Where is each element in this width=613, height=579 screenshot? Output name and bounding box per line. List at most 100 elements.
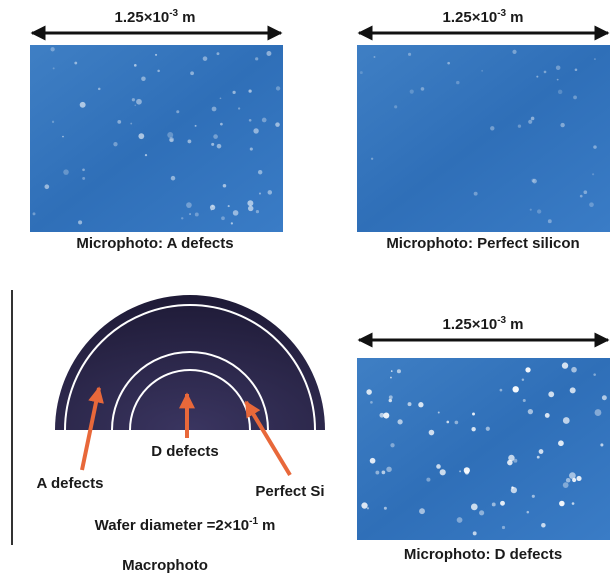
speck xyxy=(446,421,449,424)
speck xyxy=(556,65,561,70)
speck xyxy=(558,440,564,446)
speck xyxy=(238,107,240,109)
speck xyxy=(490,126,494,130)
speck xyxy=(249,119,252,122)
speck xyxy=(421,87,425,91)
region-label: Perfect Si xyxy=(255,483,324,500)
speck xyxy=(426,478,430,482)
speck xyxy=(268,190,273,195)
caption: Microphoto: D defects xyxy=(404,546,562,563)
speck xyxy=(512,50,516,54)
wafer-diameter: Wafer diameter =2×10-1m xyxy=(95,516,276,534)
speck xyxy=(527,511,530,514)
speck xyxy=(389,399,392,402)
speck xyxy=(513,459,517,463)
speck xyxy=(436,464,441,469)
speck xyxy=(167,132,173,138)
speck xyxy=(438,411,440,413)
speck xyxy=(600,443,603,446)
speck xyxy=(82,168,85,171)
speck xyxy=(572,502,575,505)
speck xyxy=(594,58,596,60)
speck xyxy=(502,526,505,529)
speck xyxy=(523,399,526,402)
speck xyxy=(512,386,518,392)
speck xyxy=(132,98,135,101)
speck xyxy=(455,421,459,425)
speck xyxy=(532,495,535,498)
speck xyxy=(492,503,496,507)
speck xyxy=(171,176,176,181)
speck xyxy=(548,391,554,397)
speck xyxy=(117,120,121,124)
speck xyxy=(390,443,394,447)
speck xyxy=(486,427,490,431)
speck xyxy=(429,430,435,436)
speck xyxy=(138,133,144,139)
speck xyxy=(74,62,77,65)
speck xyxy=(370,458,376,464)
speck xyxy=(223,184,227,188)
speck xyxy=(474,192,478,196)
speck xyxy=(562,362,568,368)
speck xyxy=(539,449,544,454)
speck xyxy=(531,117,535,121)
speck xyxy=(511,486,513,488)
speck xyxy=(548,219,552,223)
speck xyxy=(602,395,607,400)
speck xyxy=(570,387,576,393)
speck xyxy=(275,122,280,127)
speck xyxy=(80,102,86,108)
speck xyxy=(253,128,258,133)
microphoto xyxy=(357,45,610,232)
speck xyxy=(545,413,550,418)
speck xyxy=(188,139,192,143)
speck xyxy=(255,57,258,60)
speck xyxy=(384,507,387,510)
speck xyxy=(136,99,142,105)
speck xyxy=(213,134,218,139)
speck xyxy=(217,52,220,55)
speck xyxy=(518,125,521,128)
speck xyxy=(195,125,197,127)
speck xyxy=(62,136,64,138)
speck xyxy=(189,213,191,215)
speck xyxy=(262,118,267,123)
speck xyxy=(186,202,192,208)
speck xyxy=(473,531,477,535)
speck xyxy=(592,173,594,175)
speck xyxy=(360,71,363,74)
speck xyxy=(464,467,470,473)
speck xyxy=(531,179,535,183)
panel-perfect-silicon: 1.25×10-3m Microphoto: Perfect silicon xyxy=(357,8,610,252)
speck xyxy=(176,110,179,113)
caption: Microphoto: Perfect silicon xyxy=(386,235,579,252)
speck xyxy=(500,501,505,506)
speck xyxy=(583,190,587,194)
region-label: A defects xyxy=(37,475,104,492)
speck xyxy=(382,471,386,475)
speck xyxy=(276,86,280,90)
speck xyxy=(181,217,183,219)
speck xyxy=(589,202,594,207)
speck xyxy=(389,395,393,399)
speck xyxy=(211,143,214,146)
speck xyxy=(397,369,401,373)
speck xyxy=(397,419,402,424)
speck xyxy=(145,154,147,156)
panel-macrophoto: A defects D defects Perfect Si Wafer dia… xyxy=(12,290,325,574)
speck xyxy=(203,56,208,61)
speck xyxy=(394,105,397,108)
speck xyxy=(408,53,411,56)
speck xyxy=(528,120,532,124)
speck xyxy=(459,470,461,472)
speck xyxy=(258,170,262,174)
speck xyxy=(571,367,577,373)
speck xyxy=(266,51,271,56)
speck xyxy=(569,472,576,479)
speck xyxy=(220,97,222,99)
speck xyxy=(367,507,369,509)
speck xyxy=(391,370,393,372)
speck xyxy=(419,508,425,514)
speck xyxy=(560,123,564,127)
